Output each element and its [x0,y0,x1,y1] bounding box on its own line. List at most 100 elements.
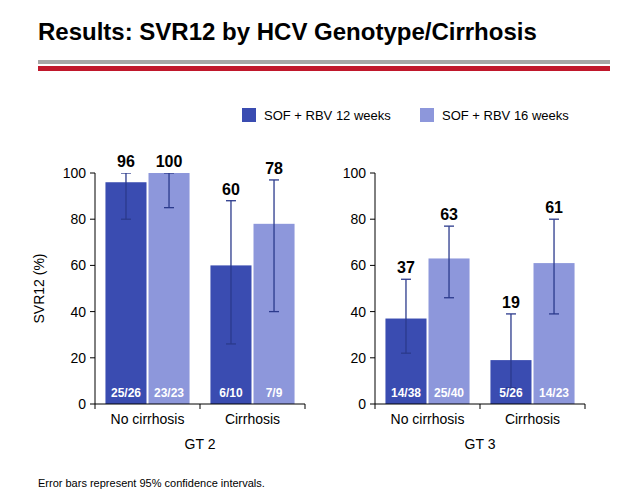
error-line [125,173,126,219]
bars [105,173,294,404]
footnote: Error bars represent 95% confidence inte… [38,477,265,489]
count-label: 14/38 [391,386,421,400]
count-label: 23/23 [154,386,184,400]
error-cap [549,219,559,220]
category-tick [95,404,96,409]
category-tick [200,404,201,409]
legend: SOF + RBV 12 weeks SOF + RBV 16 weeks [242,108,569,123]
error-line [448,226,449,298]
count-label: 5/26 [499,386,523,400]
error-cap [164,207,174,208]
error-bar [269,180,279,312]
tick-label: 20 [70,350,86,366]
tick-label: 0 [358,396,366,412]
error-cap [444,297,454,298]
error-bar [549,219,559,314]
error-cap [121,173,131,174]
tick [370,357,375,358]
tick [90,173,95,174]
labels: 9625/26606/1010023/23787/9 [111,153,283,400]
data-label: 78 [265,160,283,177]
tick [90,357,95,358]
error-bar [226,201,236,344]
x-axis-label: GT 2 [185,436,216,452]
tick [370,219,375,220]
error-line [230,201,231,344]
tick-label: 100 [63,165,87,181]
error-line [510,314,511,388]
tick-label: 80 [70,211,86,227]
data-label: 63 [440,206,458,223]
panel: 9625/26606/1010023/23787/9020406080100No… [31,153,305,452]
tick-label: 60 [70,257,86,273]
error-bar [444,226,454,298]
tick [90,311,95,312]
category-tick [480,404,481,409]
error-cap [121,219,131,220]
rule [38,66,610,71]
tick [370,311,375,312]
tick-label: 40 [70,304,86,320]
rule [38,60,610,64]
bars [385,219,574,404]
data-label: 37 [397,259,415,276]
error-cap [444,225,454,226]
data-label: 61 [545,199,563,216]
category-tick [375,404,376,409]
tick [370,265,375,266]
error-line [405,279,406,353]
tick [370,404,375,405]
error-line [168,173,169,208]
tick [90,265,95,266]
category-label: Cirrhosis [505,411,560,427]
tick-label: 20 [350,350,366,366]
category-label: No cirrhosis [391,411,465,427]
x-axis-label: GT 3 [465,436,496,452]
error-bar [164,173,174,208]
tick [90,404,95,405]
tick-label: 0 [78,396,86,412]
error-cap [401,353,411,354]
count-label: 14/23 [539,386,569,400]
error-cap [401,279,411,280]
legend-swatch [420,108,434,122]
labels: 37 14/38 19 5/26 63 25/40 61 14/23 [391,199,569,400]
error-line [553,219,554,314]
category-tick [305,404,306,409]
tick-label: 60 [350,257,366,273]
legend-swatch [242,108,256,122]
error-bar [401,279,411,353]
error-bar [506,314,516,388]
legend-label: SOF + RBV 16 weeks [442,108,569,123]
legend-label: SOF + RBV 12 weeks [264,108,391,123]
error-cap [506,313,516,314]
category-label: No cirrhosis [111,411,185,427]
error-cap [226,343,236,344]
figure: Results: SVR12 by HCV Genotype/Cirrhosis… [0,0,620,498]
error-line [273,180,274,312]
error-cap [164,173,174,174]
data-label: 96 [117,153,135,170]
y-axis [95,173,96,404]
category-label: Cirrhosis [225,411,280,427]
y-axis [375,173,376,404]
tick [370,173,375,174]
count-label: 25/40 [434,386,464,400]
tick-label: 80 [350,211,366,227]
tick [90,219,95,220]
tick-label: 40 [350,304,366,320]
category-tick [585,404,586,409]
background [0,0,620,498]
count-label: 6/10 [219,386,243,400]
y-axis-label: SVR12 (%) [31,253,47,323]
panel: 37 14/38 19 5/26 63 25/40 61 14/23 0 20 40 60 80 100 N… [343,165,585,452]
tick-label: 100 [343,165,367,181]
data-label: 100 [156,153,183,170]
error-cap [269,311,279,312]
count-label: 25/26 [111,386,141,400]
error-bar [121,173,131,219]
data-label: 60 [222,181,240,198]
error-cap [226,200,236,201]
data-label: 19 [502,294,520,311]
error-cap [269,179,279,180]
